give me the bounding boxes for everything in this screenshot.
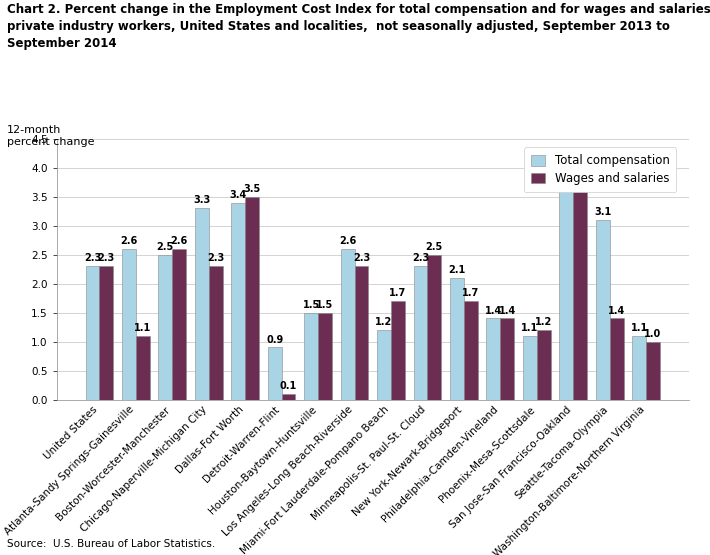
Bar — [136, 336, 150, 400]
Text: 1.1: 1.1 — [630, 323, 648, 333]
Text: 1.4: 1.4 — [498, 306, 516, 316]
Text: 2.6: 2.6 — [170, 236, 188, 246]
Text: 2.5: 2.5 — [157, 242, 174, 252]
Bar — [413, 266, 427, 400]
Text: 2.3: 2.3 — [207, 254, 224, 264]
Bar — [427, 255, 442, 400]
Text: 3.4: 3.4 — [229, 190, 247, 200]
Text: 0.1: 0.1 — [280, 381, 297, 391]
Text: 2.3: 2.3 — [412, 254, 429, 264]
Bar — [195, 208, 209, 400]
Text: 1.7: 1.7 — [389, 288, 407, 298]
Text: 2.6: 2.6 — [339, 236, 356, 246]
Text: 1.2: 1.2 — [376, 317, 393, 327]
Bar — [559, 174, 573, 400]
Text: 1.1: 1.1 — [521, 323, 538, 333]
Bar — [450, 278, 464, 400]
Text: 1.5: 1.5 — [317, 300, 334, 310]
Legend: Total compensation, Wages and salaries: Total compensation, Wages and salaries — [524, 147, 677, 192]
Bar — [304, 312, 318, 400]
Bar — [341, 249, 354, 400]
Bar — [282, 394, 295, 400]
Text: 3.1: 3.1 — [594, 207, 611, 217]
Bar — [158, 255, 173, 400]
Text: 2.3: 2.3 — [84, 254, 101, 264]
Bar — [646, 342, 660, 400]
Text: 2.6: 2.6 — [120, 236, 138, 246]
Text: Source:  U.S. Bureau of Labor Statistics.: Source: U.S. Bureau of Labor Statistics. — [7, 539, 215, 549]
Text: Chart 2. Percent change in the Employment Cost Index for total compensation and : Chart 2. Percent change in the Employmen… — [7, 3, 710, 50]
Text: 2.3: 2.3 — [353, 254, 370, 264]
Text: 1.0: 1.0 — [645, 329, 662, 339]
Text: 3.3: 3.3 — [193, 195, 210, 205]
Text: 1.4: 1.4 — [608, 306, 626, 316]
Bar — [209, 266, 222, 400]
Bar — [245, 196, 259, 400]
Bar — [122, 249, 136, 400]
Text: 1.4: 1.4 — [485, 306, 502, 316]
Text: 2.5: 2.5 — [426, 242, 443, 252]
Text: 0.9: 0.9 — [266, 335, 283, 345]
Bar — [610, 319, 623, 400]
Text: 1.1: 1.1 — [134, 323, 151, 333]
Text: 3.9: 3.9 — [572, 160, 589, 170]
Bar — [354, 266, 368, 400]
Text: 2.1: 2.1 — [448, 265, 466, 275]
Bar — [231, 203, 245, 400]
Bar — [633, 336, 646, 400]
Text: 3.5: 3.5 — [244, 184, 261, 194]
Text: 12-month
percent change: 12-month percent change — [7, 125, 94, 147]
Bar — [99, 266, 113, 400]
Bar — [596, 220, 610, 400]
Bar — [523, 336, 537, 400]
Text: 1.7: 1.7 — [462, 288, 479, 298]
Text: 2.3: 2.3 — [98, 254, 115, 264]
Text: 1.5: 1.5 — [302, 300, 320, 310]
Bar — [464, 301, 478, 400]
Bar — [486, 319, 501, 400]
Bar — [268, 347, 282, 400]
Bar — [501, 319, 514, 400]
Text: 1.2: 1.2 — [535, 317, 552, 327]
Bar — [318, 312, 332, 400]
Text: 3.9: 3.9 — [557, 160, 575, 170]
Bar — [377, 330, 391, 400]
Bar — [537, 330, 551, 400]
Bar — [173, 249, 186, 400]
Bar — [391, 301, 405, 400]
Bar — [85, 266, 99, 400]
Bar — [573, 174, 587, 400]
